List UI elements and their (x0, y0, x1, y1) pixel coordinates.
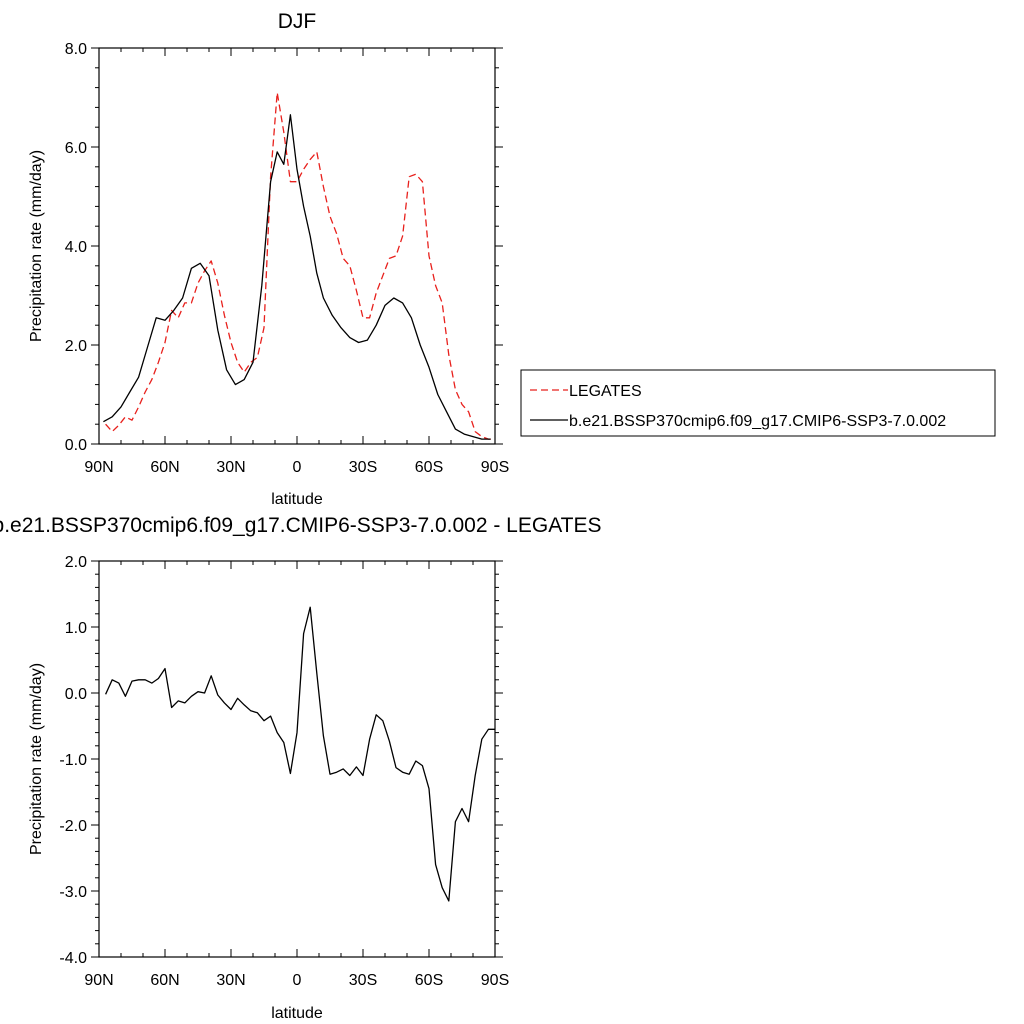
x-tick-label: 60N (150, 972, 179, 989)
x-tick-label: 90N (84, 459, 113, 476)
series-line-1 (103, 114, 491, 440)
y-axis-label: Precipitation rate (mm/day) (28, 663, 45, 855)
y-tick-label: 6.0 (65, 140, 87, 157)
x-tick-label: 0 (293, 459, 302, 476)
series-lines (105, 606, 495, 902)
x-tick-label: 30S (349, 972, 377, 989)
y-tick-label: 8.0 (65, 41, 87, 58)
plot-frame (98, 560, 496, 958)
x-axis-label: latitude (271, 491, 323, 508)
legend-label-model: b.e21.BSSP370cmip6.f09_g17.CMIP6-SSP3-7.… (569, 413, 946, 430)
legend-label-legates: LEGATES (569, 383, 642, 400)
x-tick-label: 30S (349, 459, 377, 476)
x-tick-label: 90S (481, 459, 509, 476)
y-tick-label: 0.0 (65, 686, 87, 703)
y-tick-label: -2.0 (59, 818, 87, 835)
x-axis-label: latitude (271, 1005, 323, 1022)
y-tick-label: 0.0 (65, 437, 87, 454)
series-lines (103, 91, 495, 440)
chart-title: DJF (278, 10, 317, 33)
y-axis-label: Precipitation rate (mm/day) (28, 150, 45, 342)
x-tick-label: 60N (150, 459, 179, 476)
series-line-0 (105, 606, 495, 902)
chart-djf: DJF latitude Precipitation rate (mm/day)… (28, 10, 509, 508)
x-tick-label: 0 (293, 972, 302, 989)
axis-ticks: 90N 60N 30N 0 30S 60S 90S 0.0 2.0 4.0 6.0 8.0 (65, 41, 509, 476)
y-tick-label: -1.0 (59, 752, 87, 769)
chart-title: b.e21.BSSP370cmip6.f09_g17.CMIP6-SSP3-7.… (0, 514, 601, 537)
legend: LEGATES b.e21.BSSP370cmip6.f09_g17.CMIP6… (520, 369, 996, 437)
y-tick-label: -4.0 (59, 950, 87, 967)
x-tick-label: 60S (415, 459, 443, 476)
x-tick-label: 30N (216, 459, 245, 476)
chart-difference: b.e21.BSSP370cmip6.f09_g17.CMIP6-SSP3-7.… (0, 514, 601, 1022)
x-tick-label: 30N (216, 972, 245, 989)
x-tick-label: 90N (84, 972, 113, 989)
y-tick-label: 2.0 (65, 338, 87, 355)
y-tick-label: 2.0 (65, 554, 87, 571)
y-tick-label: -3.0 (59, 884, 87, 901)
series-line-0 (105, 91, 495, 440)
legend-box (520, 369, 996, 437)
x-tick-label: 60S (415, 972, 443, 989)
axis-ticks: 90N 60N 30N 0 30S 60S 90S -4.0 -3.0 -2.0 -1.0 0.0 1.… (59, 554, 509, 989)
x-tick-label: 90S (481, 972, 509, 989)
plot-frame (98, 47, 496, 445)
y-tick-label: 4.0 (65, 239, 87, 256)
y-tick-label: 1.0 (65, 620, 87, 637)
